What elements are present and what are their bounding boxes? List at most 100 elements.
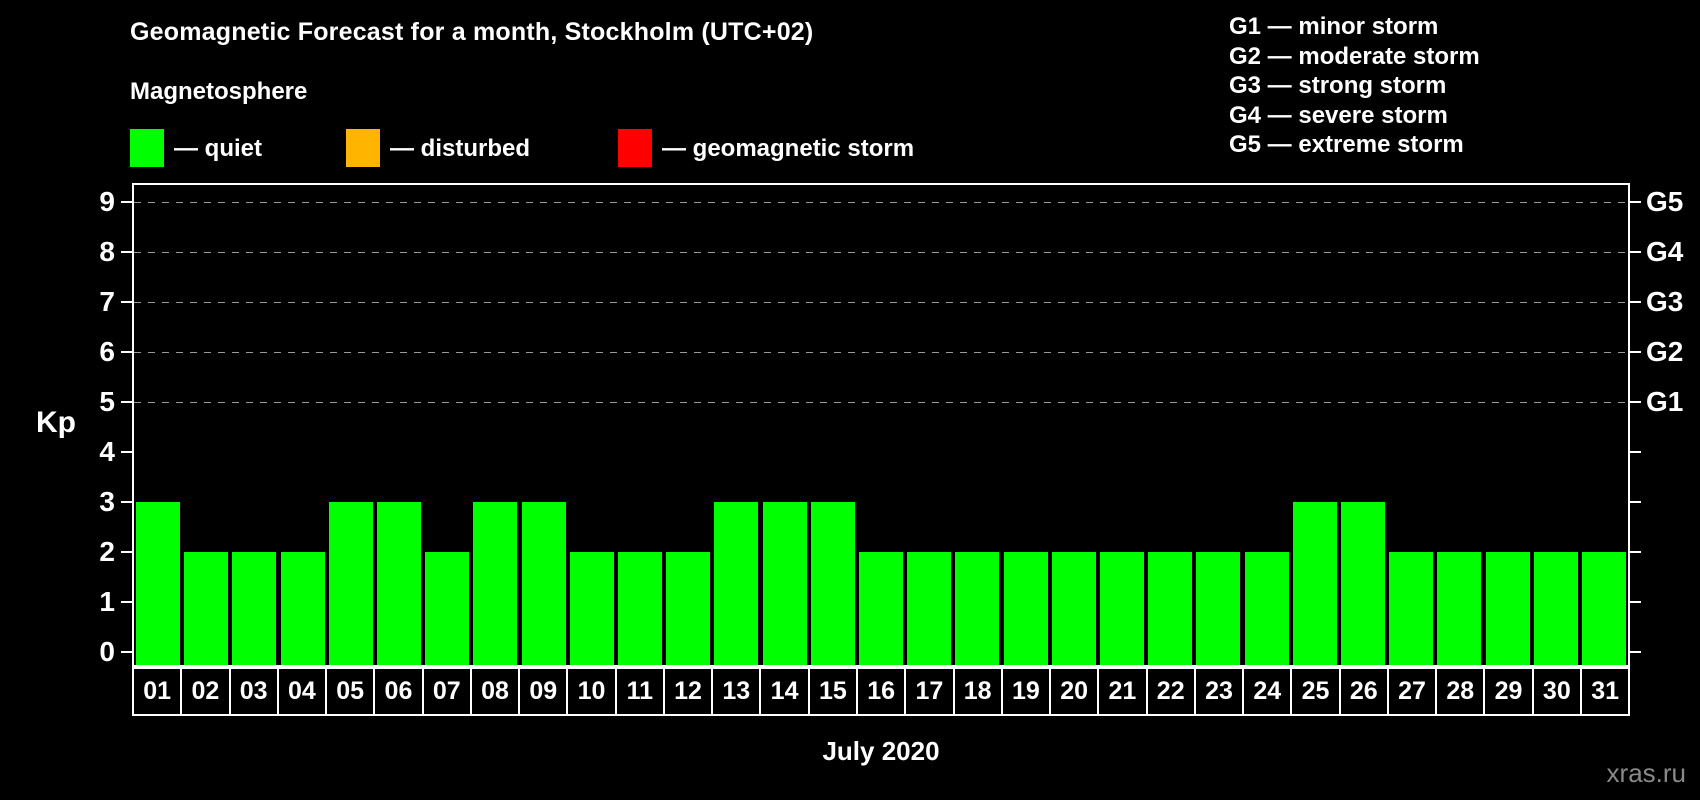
y-tick-label-4: 4: [99, 436, 115, 467]
bar-day-21: [1099, 552, 1144, 665]
right-axis-label-g1: G1: [1646, 386, 1684, 417]
day-cell-29: 29: [1483, 669, 1531, 714]
chart-title: Geomagnetic Forecast for a month, Stockh…: [130, 18, 814, 46]
right-tick-4: [1630, 451, 1641, 453]
right-tick-8: [1630, 251, 1641, 253]
day-cell-09: 09: [518, 669, 566, 714]
right-tick-2: [1630, 551, 1641, 553]
day-cell-21: 21: [1097, 669, 1145, 714]
day-cell-31: 31: [1579, 669, 1628, 714]
watermark: xras.ru: [1606, 758, 1686, 788]
right-tick-7: [1630, 301, 1641, 303]
y-tick-label-1: 1: [99, 586, 115, 617]
legend-swatch-geomagnetic-storm: [618, 129, 652, 167]
bar-day-01: [136, 502, 181, 665]
right-tick-5: [1630, 401, 1641, 403]
bar-day-18: [955, 552, 1000, 665]
bar-day-04: [280, 552, 325, 665]
bar-day-11: [618, 552, 663, 665]
storm-legend-line-2: G2 — moderate storm: [1229, 42, 1480, 70]
bar-day-05: [328, 502, 373, 665]
y-tick-9: [121, 201, 132, 203]
day-cell-15: 15: [807, 669, 856, 714]
y-axis-title: Kp: [36, 406, 76, 439]
bar-day-23: [1196, 552, 1241, 665]
right-tick-1: [1630, 601, 1641, 603]
right-axis-label-g5: G5: [1646, 186, 1684, 217]
day-cell-24: 24: [1242, 669, 1290, 714]
legend-label-quiet: — quiet: [174, 135, 262, 162]
bar-day-27: [1389, 552, 1434, 665]
bar-day-03: [232, 552, 277, 665]
right-tick-3: [1630, 501, 1641, 503]
day-cell-20: 20: [1049, 669, 1097, 714]
day-cell-25: 25: [1290, 669, 1338, 714]
bar-day-31: [1581, 552, 1626, 665]
gridline-kp-6: [134, 352, 1628, 353]
legend-swatch-disturbed: [346, 129, 380, 167]
bar-day-22: [1148, 552, 1193, 665]
y-tick-4: [121, 451, 132, 453]
legend-label-geomagnetic-storm: — geomagnetic storm: [662, 135, 915, 162]
y-tick-label-2: 2: [99, 536, 115, 567]
bar-day-02: [184, 552, 229, 665]
gridline-kp-8: [134, 252, 1628, 253]
y-tick-label-8: 8: [99, 236, 115, 267]
day-cell-23: 23: [1193, 669, 1242, 714]
y-tick-label-0: 0: [99, 636, 115, 667]
bar-day-06: [377, 502, 422, 665]
day-cell-30: 30: [1531, 669, 1580, 714]
day-cell-17: 17: [904, 669, 952, 714]
bar-day-26: [1340, 502, 1385, 665]
storm-legend-line-5: G5 — extreme storm: [1229, 131, 1464, 159]
bar-day-16: [859, 552, 903, 665]
bar-day-17: [907, 552, 952, 665]
storm-legend-line-3: G3 — strong storm: [1229, 72, 1447, 100]
day-cell-26: 26: [1338, 669, 1387, 714]
y-tick-5: [121, 401, 132, 403]
bar-day-25: [1292, 502, 1337, 665]
gridline-kp-5: [134, 402, 1628, 403]
day-cell-08: 08: [469, 669, 518, 714]
day-cell-06: 06: [373, 669, 421, 714]
bar-day-12: [666, 552, 711, 665]
right-axis-label-g3: G3: [1646, 286, 1684, 317]
day-cell-18: 18: [952, 669, 1001, 714]
bar-day-09: [521, 502, 566, 665]
day-cell-05: 05: [325, 669, 373, 714]
y-tick-3: [121, 501, 132, 503]
y-tick-2: [121, 551, 132, 553]
day-cell-02: 02: [180, 669, 228, 714]
y-tick-7: [121, 301, 132, 303]
y-tick-6: [121, 351, 132, 353]
day-cell-14: 14: [759, 669, 807, 714]
plot-area: [132, 183, 1630, 667]
right-axis-label-g2: G2: [1646, 336, 1684, 367]
y-tick-label-3: 3: [99, 486, 115, 517]
y-tick-label-7: 7: [99, 286, 115, 317]
bar-day-15: [810, 502, 855, 665]
right-tick-6: [1630, 351, 1641, 353]
magnetosphere-legend-title: Magnetosphere: [130, 78, 308, 105]
bar-day-14: [762, 502, 807, 665]
bar-day-07: [425, 552, 470, 665]
day-cell-11: 11: [614, 669, 663, 714]
x-axis-day-labels: 01 02 03 04 05 06 07 08 09 10 11 12 13 14 15 16 17 18 19 20…: [132, 667, 1630, 716]
bar-day-19: [1003, 552, 1048, 665]
day-cell-04: 04: [276, 669, 325, 714]
bar-day-08: [473, 502, 518, 665]
storm-scale-legend: G1 — minor storm G2 — moderate storm G3 — …: [1229, 12, 1480, 160]
day-cell-10: 10: [566, 669, 614, 714]
storm-legend-line-1: G1 — minor storm: [1229, 13, 1439, 40]
day-cell-28: 28: [1435, 669, 1483, 714]
day-cell-12: 12: [662, 669, 711, 714]
right-axis-label-g4: G4: [1646, 236, 1684, 267]
bar-day-10: [569, 552, 614, 665]
y-tick-label-9: 9: [99, 186, 115, 217]
y-tick-8: [121, 251, 132, 253]
bar-day-30: [1533, 552, 1578, 665]
day-cell-27: 27: [1386, 669, 1435, 714]
day-cell-07: 07: [421, 669, 470, 714]
bar-day-20: [1051, 552, 1096, 665]
